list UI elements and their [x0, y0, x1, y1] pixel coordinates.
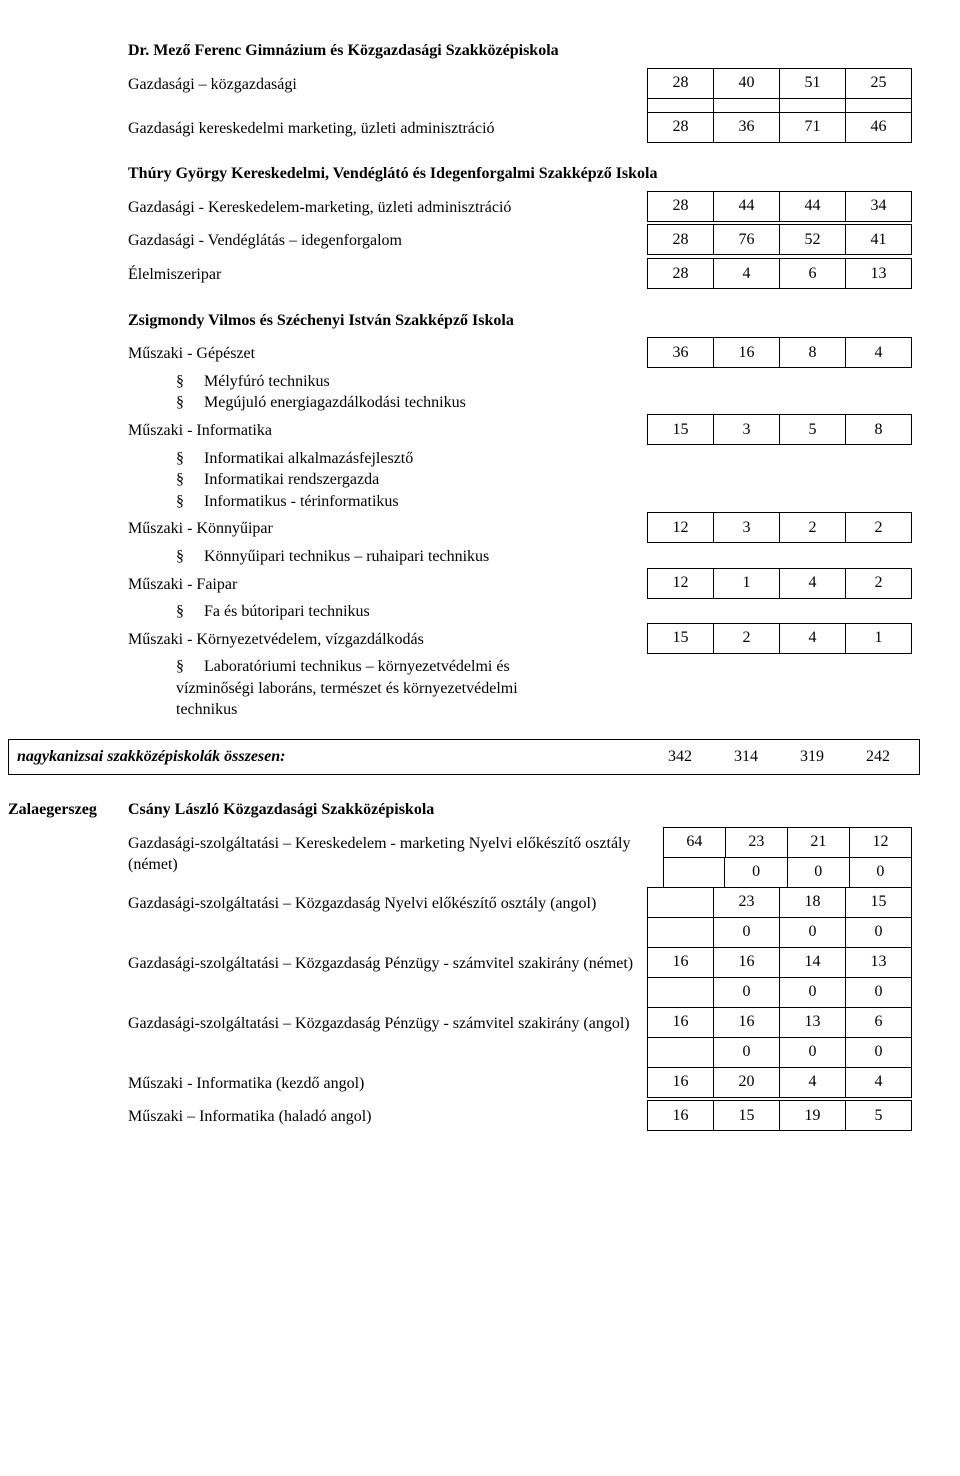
csany-r6-table: 16 15 19 5 — [647, 1100, 912, 1131]
csany-z1-table: 0 0 0 — [663, 857, 912, 888]
mezo-r2-table: 28 36 71 46 — [647, 112, 912, 143]
mezo-r1-label: Gazdasági – közgazdasági — [128, 68, 647, 102]
city-label: Zalaegerszeg — [8, 799, 97, 821]
zsig-korny-row: Műszaki - Környezetvédelem, vízgazdálkod… — [128, 623, 912, 657]
csany-r6-label: Műszaki – Informatika (haladó angol) — [128, 1100, 647, 1134]
zsig-fa-row: Műszaki - Faipar 12 1 4 2 — [128, 568, 912, 602]
mezo-r1-table: 28 40 51 25 — [647, 68, 912, 99]
csany-row-6: Műszaki – Informatika (haladó angol) 16 … — [128, 1100, 912, 1134]
zsig-korny-sub1: §Laboratóriumi technikus – környezetvéde… — [128, 656, 568, 721]
summary-table: 342 314 319 242 — [647, 744, 911, 770]
thury-r2-table: 28 76 52 41 — [647, 224, 912, 255]
csany-row-5: Műszaki - Informatika (kezdő angol) 16 2… — [128, 1067, 912, 1101]
csany-row-1: Gazdasági-szolgáltatási – Kereskedelem -… — [128, 827, 912, 887]
zsig-konnyu-label: Műszaki - Könnyűipar — [128, 512, 647, 546]
zsig-konnyu-table: 12 3 2 2 — [647, 512, 912, 543]
mezo-row-2: Gazdasági kereskedelmi marketing, üzleti… — [128, 112, 912, 146]
mezo-title: Dr. Mező Ferenc Gimnázium és Közgazdaság… — [128, 40, 912, 62]
csany-r3-label: Gazdasági-szolgáltatási – Közgazdaság Pé… — [128, 947, 647, 981]
zsig-gep-row: Műszaki - Gépészet 36 16 8 4 — [128, 337, 912, 371]
thury-r1-table: 28 44 44 34 — [647, 191, 912, 222]
zsig-inf-row: Műszaki - Informatika 15 3 5 8 — [128, 414, 912, 448]
thury-r3-table: 28 4 6 13 — [647, 258, 912, 289]
csany-row-2: Gazdasági-szolgáltatási – Közgazdaság Ny… — [128, 887, 912, 947]
thury-title: Thúry György Kereskedelmi, Vendéglátó és… — [128, 163, 912, 185]
thury-r1-label: Gazdasági - Kereskedelem-marketing, üzle… — [128, 191, 647, 225]
zsig-gep-label: Műszaki - Gépészet — [128, 337, 647, 371]
csany-row-3: Gazdasági-szolgáltatási – Közgazdaság Pé… — [128, 947, 912, 1007]
zsig-korny-label: Műszaki - Környezetvédelem, vízgazdálkod… — [128, 623, 647, 657]
csany-r4-label: Gazdasági-szolgáltatási – Közgazdaság Pé… — [128, 1007, 647, 1041]
zsig-gep-sub2: §Megújuló energiagazdálkodási technikus — [128, 392, 912, 414]
section-thury: Thúry György Kereskedelmi, Vendéglátó és… — [128, 163, 912, 291]
csany-row-4: Gazdasági-szolgáltatási – Közgazdaság Pé… — [128, 1007, 912, 1067]
csany-z4-table: 0 0 0 — [647, 1037, 912, 1068]
csany-r4-table: 16 16 13 6 — [647, 1007, 912, 1038]
csany-r5-label: Műszaki - Informatika (kezdő angol) — [128, 1067, 647, 1101]
summary-label: nagykanizsai szakközépiskolák összesen: — [17, 746, 647, 768]
zsig-inf-table: 15 3 5 8 — [647, 414, 912, 445]
zsig-konnyu-row: Műszaki - Könnyűipar 12 3 2 2 — [128, 512, 912, 546]
csany-r5-table: 16 20 4 4 — [647, 1067, 912, 1098]
mezo-r2-label: Gazdasági kereskedelmi marketing, üzleti… — [128, 112, 647, 146]
summary-row: nagykanizsai szakközépiskolák összesen: … — [8, 739, 920, 775]
thury-r3-label: Élelmiszeripar — [128, 258, 647, 292]
csany-title: Csány László Közgazdasági Szakközépiskol… — [128, 799, 912, 821]
thury-row-1: Gazdasági - Kereskedelem-marketing, üzle… — [128, 191, 912, 225]
section-zalaegerszeg: Zalaegerszeg Csány László Közgazdasági S… — [48, 799, 912, 1134]
csany-r2-table: 23 18 15 — [647, 887, 912, 918]
zsig-inf-sub2: §Informatikai rendszergazda — [128, 469, 912, 491]
zsig-inf-sub1: §Informatikai alkalmazásfejlesztő — [128, 448, 912, 470]
zsig-gep-sub1: §Mélyfúró technikus — [128, 371, 912, 393]
csany-r1-label: Gazdasági-szolgáltatási – Kereskedelem -… — [128, 827, 663, 882]
csany-r2-label: Gazdasági-szolgáltatási – Közgazdaság Ny… — [128, 887, 647, 921]
csany-z2-table: 0 0 0 — [647, 917, 912, 948]
mezo-spacer — [647, 98, 912, 113]
zsig-korny-table: 15 2 4 1 — [647, 623, 912, 654]
csany-z3-table: 0 0 0 — [647, 977, 912, 1008]
thury-row-3: Élelmiszeripar 28 4 6 13 — [128, 258, 912, 292]
zsig-gep-table: 36 16 8 4 — [647, 337, 912, 368]
csany-r1-table: 64 23 21 12 — [663, 827, 912, 858]
thury-r2-label: Gazdasági - Vendéglátás – idegenforgalom — [128, 224, 647, 258]
zsig-fa-table: 12 1 4 2 — [647, 568, 912, 599]
section-mezo: Dr. Mező Ferenc Gimnázium és Közgazdaság… — [128, 40, 912, 145]
zsig-fa-label: Műszaki - Faipar — [128, 568, 647, 602]
zsig-inf-sub3: §Informatikus - térinformatikus — [128, 491, 912, 513]
zsig-inf-label: Műszaki - Informatika — [128, 414, 647, 448]
zsig-konnyu-sub1: §Könnyűipari technikus – ruhaipari techn… — [128, 546, 912, 568]
thury-row-2: Gazdasági - Vendéglátás – idegenforgalom… — [128, 224, 912, 258]
mezo-row-1: Gazdasági – közgazdasági 28 40 51 25 — [128, 68, 912, 112]
csany-r3-table: 16 16 14 13 — [647, 947, 912, 978]
zsig-fa-sub1: §Fa és bútoripari technikus — [128, 601, 912, 623]
zsigmondy-title: Zsigmondy Vilmos és Széchenyi István Sza… — [128, 310, 912, 332]
section-zsigmondy: Zsigmondy Vilmos és Széchenyi István Sza… — [128, 310, 912, 722]
